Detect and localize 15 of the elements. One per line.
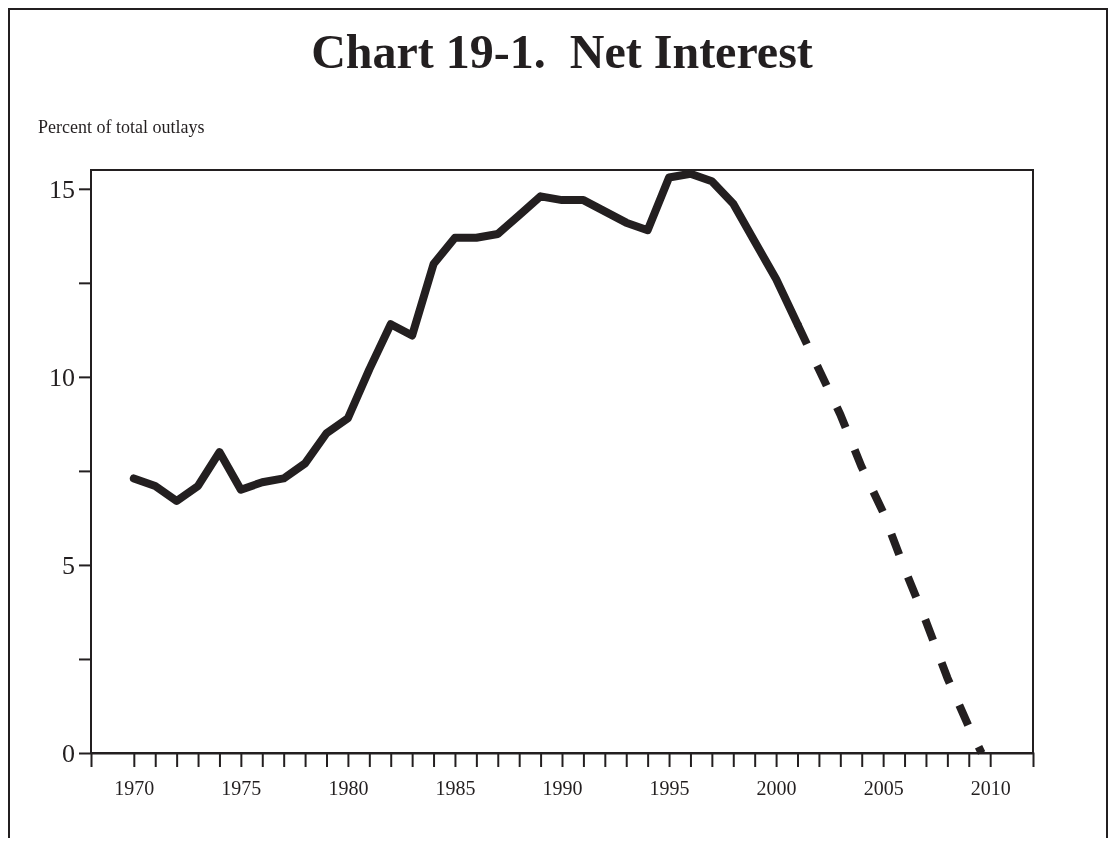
chart-title: Chart 19-1. Net Interest [311, 25, 813, 78]
x-tick-label: 1985 [435, 777, 476, 800]
y-tick-label: 10 [49, 362, 75, 392]
y-tick-label: 0 [62, 738, 75, 768]
x-tick-label: 1995 [649, 777, 690, 800]
x-tick-label: 1990 [542, 777, 583, 800]
y-tick-label: 15 [49, 174, 75, 204]
x-tick-label: 2005 [863, 777, 904, 800]
x-tick-label: 2000 [756, 777, 797, 800]
x-tick-label: 2010 [970, 777, 1011, 800]
x-tick-label: 1975 [221, 777, 262, 800]
x-tick-label: 1970 [114, 777, 155, 800]
y-tick-label: 5 [62, 550, 75, 580]
y-axis-title: Percent of total outlays [38, 117, 205, 137]
x-tick-label: 1980 [328, 777, 369, 800]
